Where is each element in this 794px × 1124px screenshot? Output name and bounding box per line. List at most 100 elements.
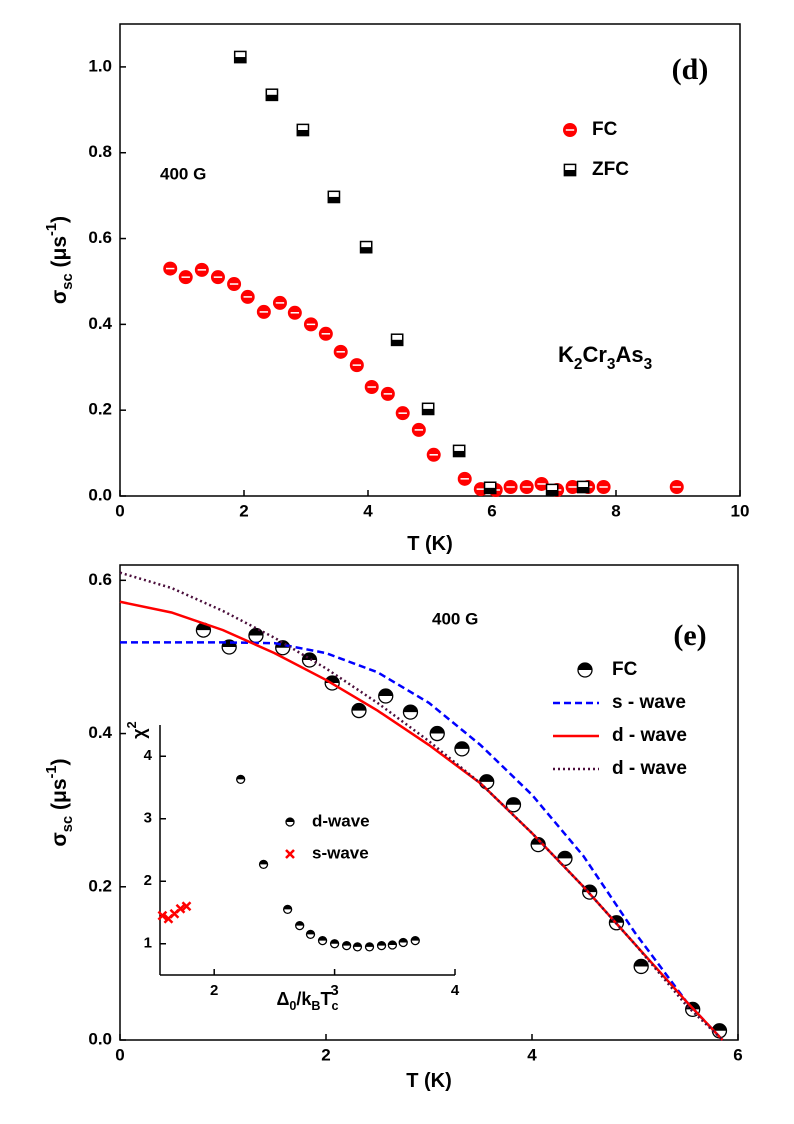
data-point xyxy=(258,859,269,870)
data-point xyxy=(359,240,373,254)
fit-line xyxy=(119,600,724,1041)
label-part: 3 xyxy=(644,356,653,373)
data-point xyxy=(296,123,310,137)
label-part: -1 xyxy=(44,223,60,236)
rich-label: T (K) xyxy=(407,533,453,555)
marker-fill xyxy=(634,959,649,967)
data-point xyxy=(175,903,186,914)
label-part: ) xyxy=(48,758,71,765)
y-tick-label: 4 xyxy=(144,747,153,764)
x-tick-label: 2 xyxy=(239,501,248,520)
legend-marker xyxy=(285,849,295,859)
marker-fill xyxy=(236,775,245,780)
legend-label: ZFC xyxy=(592,159,629,180)
legend-label: d-wave xyxy=(312,811,370,830)
data-point xyxy=(341,940,352,951)
data-point xyxy=(479,774,495,790)
rich-label: K2Cr3As3 xyxy=(558,342,652,373)
label-part: c xyxy=(332,999,339,1013)
plot-frame xyxy=(119,23,741,497)
marker-fill xyxy=(564,170,576,176)
y-tick-label: 0.0 xyxy=(88,1029,112,1048)
label-part: χ xyxy=(129,728,149,739)
marker-fill xyxy=(403,705,418,713)
x-tick-label: 4 xyxy=(451,982,460,999)
marker-fill xyxy=(546,489,558,496)
data-point xyxy=(364,380,379,395)
marker-fill xyxy=(365,942,374,947)
marker-fill xyxy=(479,774,494,782)
x-tick-label: 6 xyxy=(487,501,496,520)
data-point xyxy=(195,622,212,638)
label-part: (μs xyxy=(48,236,71,273)
label-part: B xyxy=(311,999,320,1013)
data-point xyxy=(351,702,367,719)
data-point xyxy=(669,479,684,494)
data-point xyxy=(301,652,318,668)
marker-fill xyxy=(391,339,403,346)
data-point xyxy=(376,940,387,951)
marker-fill xyxy=(578,663,592,670)
data-point xyxy=(402,704,419,720)
label-part: Δ xyxy=(276,989,289,1009)
x-tick-label: 2 xyxy=(321,1045,330,1064)
y-tick-label: 1.0 xyxy=(88,56,112,75)
data-point xyxy=(210,270,225,285)
data-point xyxy=(318,326,333,341)
data-point xyxy=(287,305,302,320)
annotation: 400 G xyxy=(432,609,478,628)
data-point xyxy=(390,333,404,347)
data-point xyxy=(256,304,271,319)
rich-label: Δ0/kBTc xyxy=(276,989,338,1014)
data-point xyxy=(503,479,518,494)
marker-fill xyxy=(557,851,572,859)
marker-fill xyxy=(430,726,445,734)
marker-fill xyxy=(506,797,521,805)
marker-body xyxy=(175,903,186,914)
label-part: /k xyxy=(296,989,312,1009)
panel-label: (d) xyxy=(672,53,709,86)
marker-fill xyxy=(297,129,309,136)
marker-fill xyxy=(342,941,351,946)
x-tick-label: 8 xyxy=(611,501,620,520)
data-point xyxy=(364,942,375,952)
label-part: ) xyxy=(48,216,71,223)
data-point xyxy=(410,935,420,946)
data-point xyxy=(565,479,580,494)
plot-frame xyxy=(119,564,739,1041)
x-tick-label: 6 xyxy=(733,1045,742,1064)
data-point xyxy=(429,725,445,742)
data-point xyxy=(272,295,287,310)
rich-label: T (K) xyxy=(406,1070,452,1092)
marker-fill xyxy=(330,939,339,944)
marker-fill xyxy=(484,487,496,494)
label-part: (μs xyxy=(48,778,71,815)
data-point xyxy=(596,479,611,494)
label-part: 2 xyxy=(125,721,139,728)
data-point xyxy=(576,480,590,494)
data-point xyxy=(333,344,348,359)
data-point xyxy=(227,277,242,292)
data-point xyxy=(327,190,341,204)
marker-fill xyxy=(234,57,246,63)
marker-fill xyxy=(454,741,469,749)
data-point xyxy=(519,479,534,494)
label-part: T (K) xyxy=(406,1070,452,1092)
label-part: sc xyxy=(60,816,76,832)
label-part: σ xyxy=(48,290,71,304)
data-point xyxy=(163,261,178,276)
data-point xyxy=(157,910,168,921)
data-point xyxy=(452,444,466,458)
marker-fill xyxy=(577,486,589,493)
legend-label: FC xyxy=(592,119,618,140)
data-point xyxy=(295,920,305,931)
data-point xyxy=(534,476,549,491)
marker-fill xyxy=(248,628,263,636)
legend-label: FC xyxy=(612,659,638,680)
marker-fill xyxy=(318,936,327,941)
data-point xyxy=(395,406,410,421)
data-point xyxy=(454,741,470,757)
label-part: -1 xyxy=(44,765,60,778)
marker-fill xyxy=(306,930,315,935)
